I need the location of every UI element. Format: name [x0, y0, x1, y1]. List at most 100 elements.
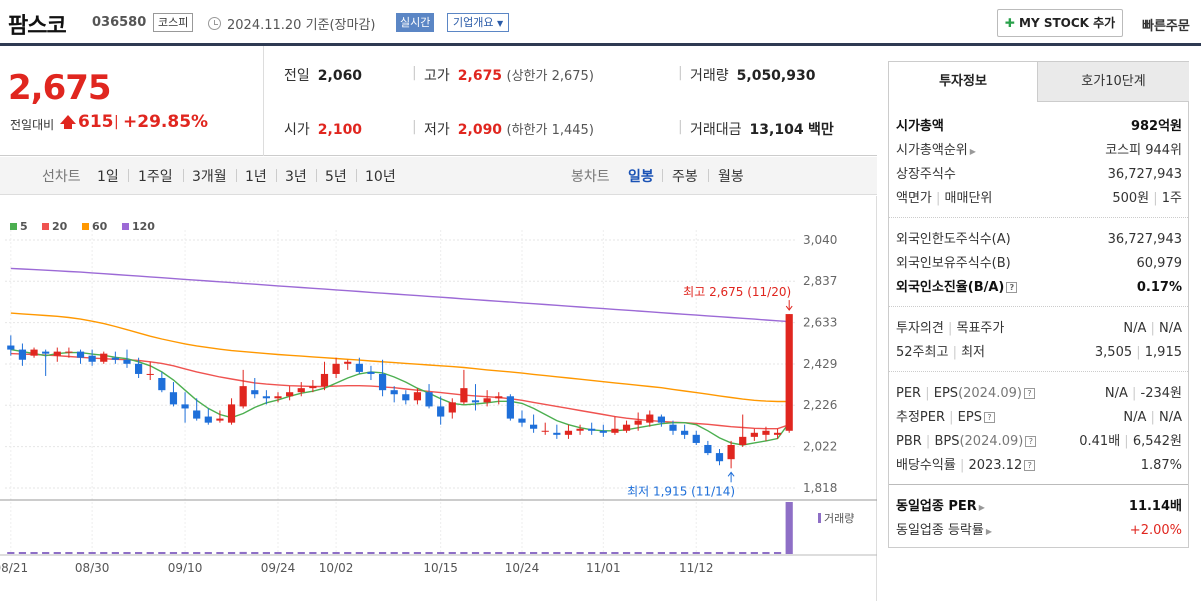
legend-swatch: [42, 223, 49, 230]
change-value: 615: [78, 112, 114, 132]
volume-bar: [193, 552, 201, 554]
help-icon[interactable]: ?: [1006, 282, 1018, 293]
candle-monthly[interactable]: 월봉: [718, 169, 744, 185]
info-key-text: 2023.12: [968, 458, 1023, 473]
separator: [316, 169, 317, 182]
candle-body: [692, 434, 700, 443]
volume-bar: [634, 552, 642, 554]
candle-body: [553, 432, 561, 435]
candle-daily[interactable]: 일봉: [628, 169, 654, 185]
candle-body: [320, 373, 329, 387]
info-value-text: 982억원: [1130, 119, 1182, 134]
volume-bar: [390, 552, 398, 554]
ma60-line: [10, 312, 790, 403]
volume-bar: [286, 552, 294, 554]
volume-bar: [344, 552, 352, 554]
period-5y[interactable]: 5년: [325, 169, 347, 185]
candle-body: [530, 424, 538, 429]
upper-limit: (상한가 2,675): [506, 69, 594, 84]
volume-bar: [402, 552, 410, 554]
period-1w[interactable]: 1주일: [138, 169, 173, 185]
chart-canvas[interactable]: 3,040 2,837 2,633 2,429 2,226 2,022 1,818 5 20 60…: [0, 196, 877, 601]
volume-bar: [309, 552, 317, 554]
candle-body: [53, 351, 61, 356]
separator: |: [1146, 410, 1159, 425]
period-3m[interactable]: 3개월: [192, 169, 227, 185]
volume-bar: [181, 552, 189, 554]
info-key-text: 외국인한도주식수(A): [896, 232, 1011, 247]
candle-body: [227, 404, 236, 423]
low-arrowhead: [727, 471, 735, 477]
candle-body: [425, 392, 433, 407]
volume-bar: [553, 552, 561, 554]
realtime-button[interactable]: 실시간: [396, 13, 435, 32]
company-overview-button[interactable]: 기업개요 ▼: [447, 13, 510, 32]
info-value-text: 0.41배: [1079, 434, 1121, 449]
volume-bar: [622, 552, 631, 554]
chevron-right-icon[interactable]: ▶: [969, 147, 976, 156]
chevron-right-icon[interactable]: ▶: [985, 527, 993, 536]
info-value: 코스피 944위: [1105, 139, 1182, 163]
y-tick-label: 2,226: [803, 398, 837, 412]
info-value: N/A | N/A: [1123, 406, 1182, 430]
current-price: 2,675: [8, 68, 112, 108]
separator: [356, 169, 357, 182]
help-icon[interactable]: ?: [1025, 436, 1037, 447]
tab-invest-info[interactable]: 투자정보: [889, 62, 1038, 102]
volume-bar: [437, 552, 445, 554]
info-key-text: 액면가: [896, 191, 932, 206]
period-10y[interactable]: 10년: [365, 169, 396, 185]
low-price: | 저가 2,090 (하한가 1,445): [412, 119, 594, 139]
info-value: 11.14배: [1129, 495, 1182, 519]
info-value: 3,505 | 1,915: [1095, 341, 1182, 365]
candle-body: [785, 314, 793, 431]
info-key-text: 최저: [961, 345, 986, 360]
volume-legend-swatch: [818, 513, 821, 523]
mystock-add-button[interactable]: ✚ MY STOCK 추가: [997, 9, 1123, 37]
volume-bar: [681, 552, 689, 554]
info-divider: [889, 371, 1188, 372]
chevron-right-icon[interactable]: ▶: [978, 503, 985, 512]
candle-body: [518, 418, 526, 423]
info-row: 추정PER | EPS? N/A | N/A: [896, 406, 1182, 430]
tab-orderbook[interactable]: 호가10단계: [1038, 62, 1189, 102]
quick-order-button[interactable]: 빠른주문: [1142, 19, 1190, 34]
info-row: 투자의견 | 목표주가 N/A | N/A: [896, 317, 1182, 341]
invest-info-panel: 투자정보 호가10단계 시가총액 982억원 시가총액순위 ▶ 코스피 944위 상장주식…: [888, 61, 1189, 548]
legend-label: 120: [132, 220, 155, 233]
candle-body: [286, 392, 294, 397]
candle-body: [448, 402, 456, 413]
volume-bar: [669, 552, 677, 554]
legend-swatch: [82, 223, 89, 230]
separator: |: [1149, 191, 1162, 206]
candle-weekly[interactable]: 주봉: [672, 169, 698, 185]
stock-chart[interactable]: 3,040 2,837 2,633 2,429 2,226 2,022 1,818 5 20 60…: [0, 196, 877, 601]
info-row: 동일업종 PER ▶ 11.14배: [896, 495, 1182, 519]
info-value: N/A | -234원: [1105, 382, 1182, 406]
help-icon[interactable]: ?: [1023, 388, 1035, 399]
candle-body: [588, 428, 596, 431]
candle-body: [216, 418, 224, 421]
volume-bar: [42, 552, 50, 554]
candle-body: [65, 351, 73, 353]
period-1y[interactable]: 1년: [245, 169, 267, 185]
y-tick-label: 2,633: [803, 316, 837, 330]
open-price: 시가 2,100: [284, 119, 362, 139]
period-1d[interactable]: 1일: [97, 169, 119, 185]
clock-icon: [208, 17, 221, 30]
info-value-text: 500원: [1112, 191, 1150, 206]
info-key-text: 상장주식수: [896, 167, 956, 182]
info-value-text: +2.00%: [1129, 523, 1182, 538]
candle-body: [762, 430, 770, 435]
volume-bar: [425, 552, 433, 554]
volume-bar: [495, 552, 503, 554]
volume-bar: [367, 552, 375, 554]
help-icon[interactable]: ?: [1024, 460, 1036, 471]
help-icon[interactable]: ?: [983, 412, 995, 423]
candle-body: [599, 430, 607, 433]
x-tick-label: 10/02: [319, 561, 354, 575]
info-key-text: 외국인소진율(B/A): [896, 280, 1005, 295]
period-3y[interactable]: 3년: [285, 169, 307, 185]
candle-body: [123, 359, 131, 364]
candle-body: [622, 424, 631, 431]
